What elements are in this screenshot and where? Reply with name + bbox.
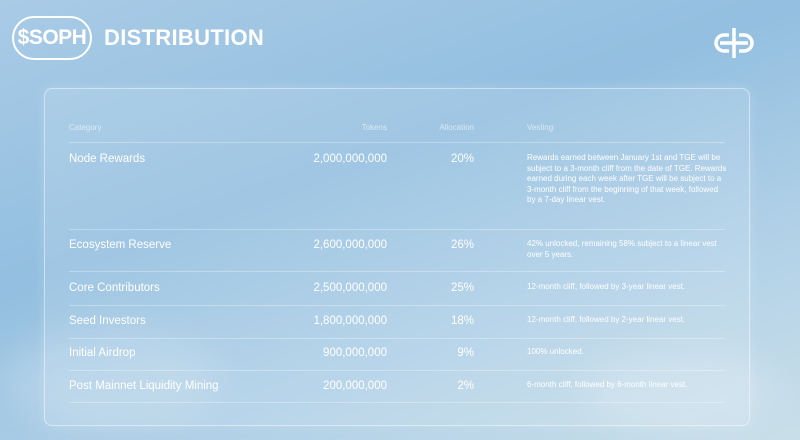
tokens-cell: 200,000,000 xyxy=(323,380,387,392)
divider xyxy=(69,229,725,230)
category-cell: Seed Investors xyxy=(69,315,146,327)
vesting-cell: 12-month cliff, followed by 2-year linea… xyxy=(527,315,686,324)
allocation-cell: 25% xyxy=(450,282,474,294)
category-cell: Initial Airdrop xyxy=(69,347,136,359)
divider xyxy=(69,305,725,306)
allocation-cell: 18% xyxy=(450,315,474,327)
column-header-vesting: Vesting xyxy=(527,123,554,132)
tokens-cell: 1,800,000,000 xyxy=(313,315,387,327)
column-header-tokens: Tokens xyxy=(361,123,387,132)
allocation-cell: 9% xyxy=(457,347,474,359)
page-title: DISTRIBUTION xyxy=(104,25,265,50)
divider xyxy=(69,370,725,371)
allocation-cell: 26% xyxy=(450,239,474,251)
vesting-cell: 12-month cliff, followed by 3-year linea… xyxy=(527,282,686,291)
tokens-cell: 2,000,000,000 xyxy=(313,153,387,165)
allocation-cell: 20% xyxy=(450,153,474,165)
vesting-cell: Rewards earned between January 1st and T… xyxy=(527,153,727,204)
category-cell: Node Rewards xyxy=(69,153,146,165)
divider xyxy=(69,142,725,143)
tokens-cell: 900,000,000 xyxy=(323,347,387,359)
divider xyxy=(69,271,725,272)
cloud-decoration xyxy=(0,330,220,430)
category-cell: Post Mainnet Liquidity Mining xyxy=(69,380,219,392)
category-cell: Ecosystem Reserve xyxy=(69,239,172,251)
distribution-table: Category Tokens Allocation Vesting Node … xyxy=(44,88,750,426)
tokens-cell: 2,600,000,000 xyxy=(313,239,387,251)
divider xyxy=(69,402,725,403)
tokens-cell: 2,500,000,000 xyxy=(313,282,387,294)
ticker-badge: $SOPH xyxy=(12,16,92,60)
cloud-decoration xyxy=(580,350,780,430)
vesting-cell: 42% unlocked, remaining 58% subject to a… xyxy=(527,239,717,259)
vesting-cell: 100% unlocked. xyxy=(527,347,584,356)
column-header-allocation: Allocation xyxy=(439,123,474,132)
divider xyxy=(69,338,725,339)
column-header-category: Category xyxy=(69,123,102,132)
sophon-logo-icon xyxy=(714,28,754,58)
allocation-cell: 2% xyxy=(457,380,474,392)
category-cell: Core Contributors xyxy=(69,282,160,294)
vesting-cell: 6-month cliff, followed by 6-month linea… xyxy=(527,380,688,389)
